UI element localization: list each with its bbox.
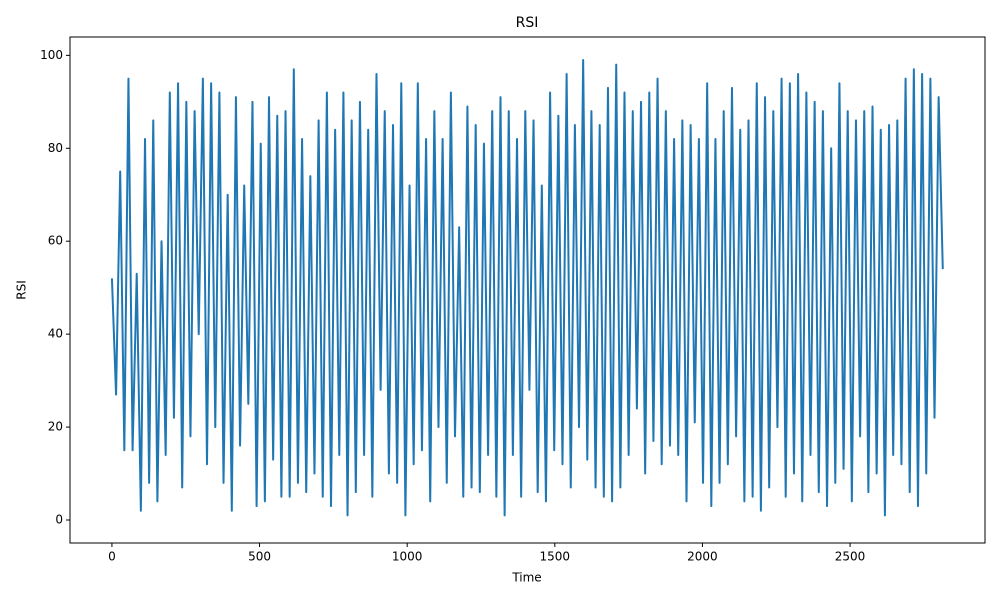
chart-title: RSI: [516, 15, 539, 31]
y-axis-label: RSI: [15, 280, 29, 300]
x-tick-label: 1500: [540, 550, 571, 564]
y-tick-label: 100: [40, 48, 63, 62]
x-tick-label: 1000: [392, 550, 423, 564]
x-tick-label: 2000: [687, 550, 718, 564]
y-tick-label: 40: [48, 327, 63, 341]
x-tick-label: 500: [248, 550, 271, 564]
x-tick-label: 0: [108, 550, 116, 564]
y-tick-label: 0: [55, 513, 63, 527]
y-tick-label: 80: [48, 141, 63, 155]
x-tick-label: 2500: [835, 550, 866, 564]
data-line: [110, 59, 944, 517]
plot-frame: [69, 36, 986, 544]
x-axis-label: Time: [511, 571, 541, 585]
y-tick-label: 20: [48, 420, 63, 434]
y-tick-label: 60: [48, 234, 63, 248]
